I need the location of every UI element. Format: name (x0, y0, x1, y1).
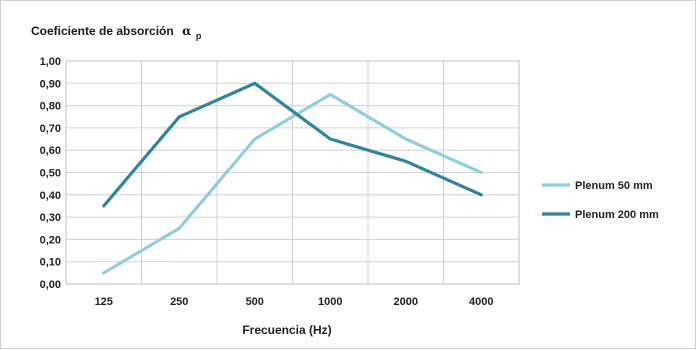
x-tick-label: 4000 (469, 296, 493, 308)
chart-title: Coeficiente de absorción α p (31, 22, 202, 41)
y-tick-label: 0,20 (40, 234, 61, 246)
y-tick-label: 0,40 (40, 190, 61, 202)
x-axis-tick-labels: 125 250 500 1000 2000 4000 (95, 296, 494, 308)
y-tick-label: 0,10 (40, 257, 61, 269)
chart-title-symbol: α (182, 24, 191, 38)
legend-label: Plenum 200 mm (575, 209, 659, 221)
y-tick-label: 0,60 (40, 145, 61, 157)
series-lines (102, 81, 483, 275)
y-tick-label: 0,50 (40, 168, 61, 180)
legend: Plenum 50 mm Plenum 200 mm (542, 180, 659, 221)
x-tick-label: 2000 (394, 296, 418, 308)
y-tick-label: 0,70 (40, 123, 61, 135)
chart-title-text: Coeficiente de absorción (31, 24, 174, 38)
y-tick-label: 0,00 (40, 279, 61, 291)
y-axis-tick-labels: 0,00 0,10 0,20 0,30 0,40 0,50 0,60 0,70 0,80 0,90… (40, 56, 61, 291)
chart-title-subscript: p (196, 31, 202, 41)
legend-label: Plenum 50 mm (575, 180, 653, 192)
y-tick-label: 0,80 (40, 101, 61, 113)
series-line-2 (102, 81, 483, 208)
y-tick-label: 0,90 (40, 78, 61, 90)
y-tick-label: 0,30 (40, 212, 61, 224)
plot-area (65, 60, 520, 285)
x-tick-label: 500 (246, 296, 264, 308)
x-tick-label: 125 (95, 296, 113, 308)
x-tick-label: 250 (170, 296, 188, 308)
x-axis-label: Frecuencia (Hz) (242, 323, 331, 337)
x-tick-label: 1000 (318, 296, 342, 308)
series-line-1 (102, 92, 483, 275)
y-tick-label: 1,00 (40, 56, 61, 68)
